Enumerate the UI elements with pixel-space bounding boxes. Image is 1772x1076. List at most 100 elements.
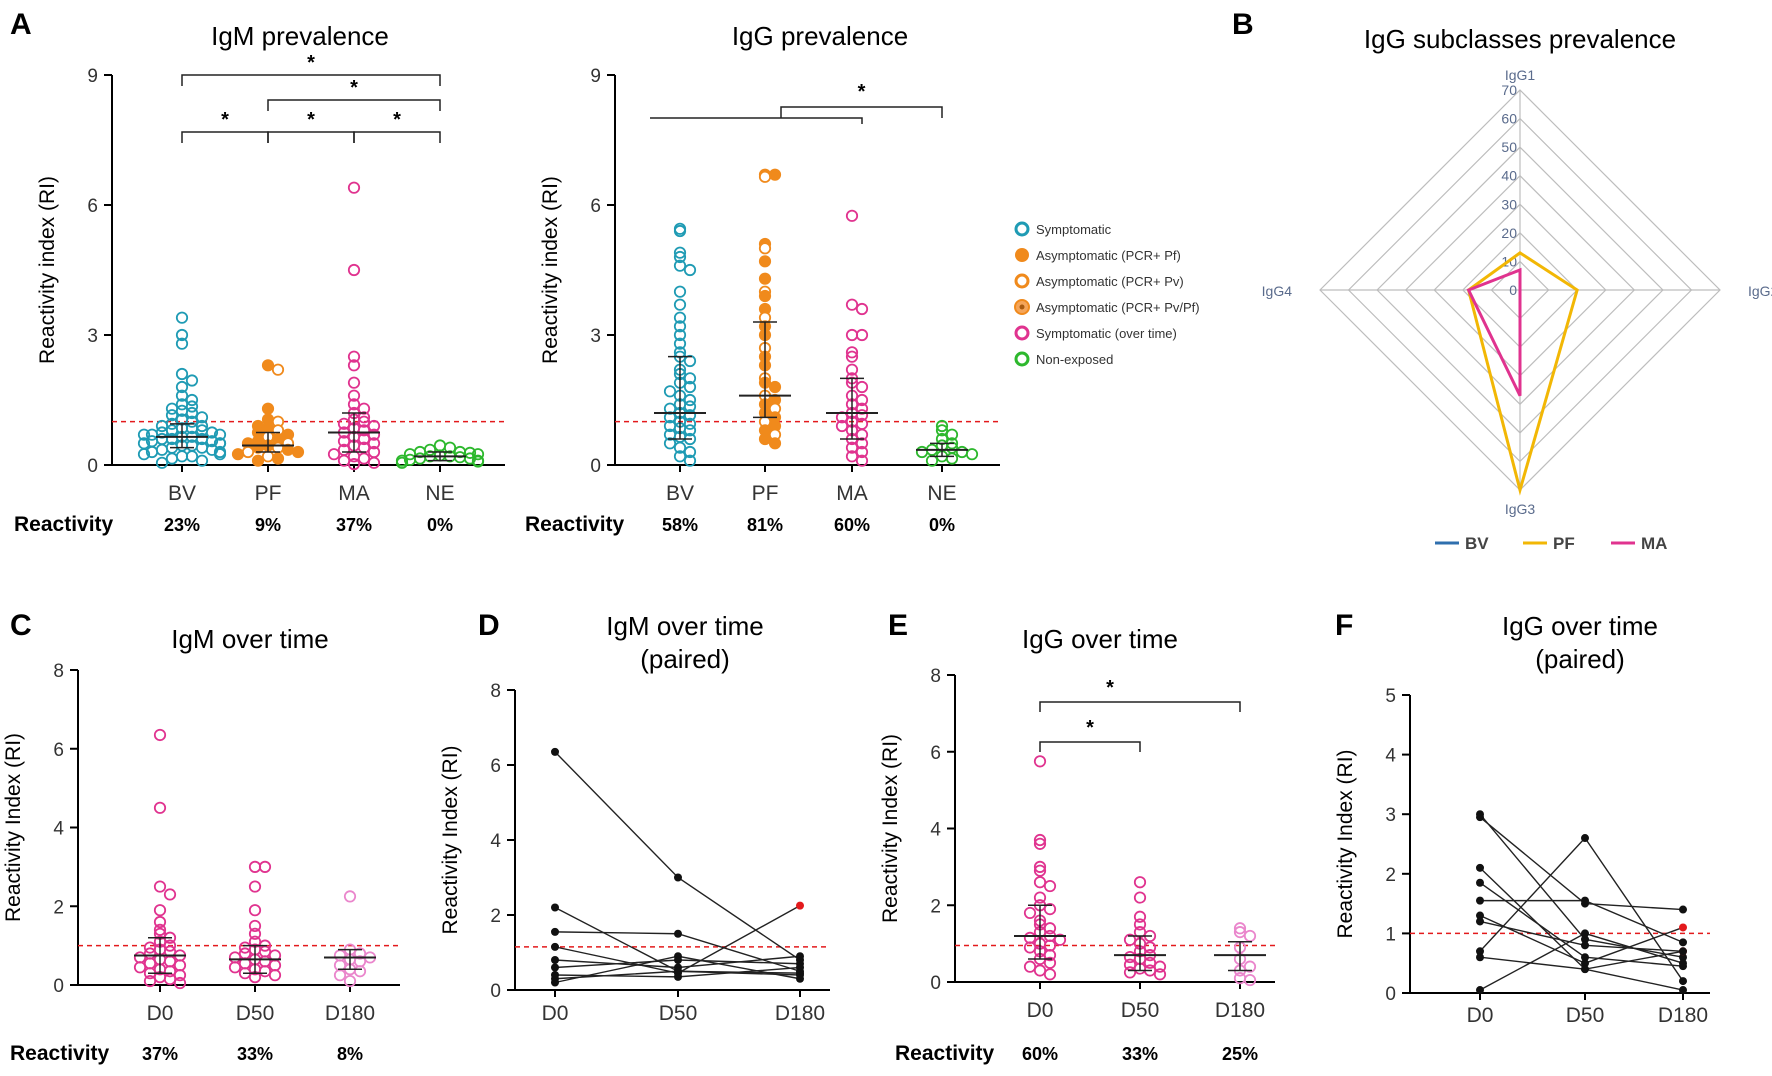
legend-marker-dot	[1019, 304, 1025, 310]
igg-prevalence-point-bv	[673, 285, 687, 298]
igg-prevalence-significance-bracket	[780, 106, 943, 118]
igm-prevalence-ylabel: Reactivity index (RI)	[36, 176, 59, 364]
igm-over-time-ytick-label: 6	[53, 740, 64, 761]
igg-prevalence-point-ma	[835, 419, 849, 433]
igg-prevalence-ytick-label: 3	[590, 326, 601, 347]
igg-over-time-point-d180	[1233, 926, 1247, 939]
igg-prevalence-point-ma	[855, 393, 869, 407]
igm-prevalence-point-pf	[271, 363, 285, 376]
igm-prevalence-significance-bracket	[267, 99, 441, 111]
igg-over-time-category-label: D180	[1215, 999, 1265, 1022]
igg-over-time-point-d180	[1233, 922, 1247, 935]
panel-label-a: A	[10, 8, 32, 41]
legend-label: Symptomatic	[1036, 222, 1112, 237]
igm-prevalence-point-bv	[175, 450, 189, 463]
igg-over-time-ylabel: Reactivity Index (RI)	[879, 734, 902, 923]
legend-marker	[1014, 221, 1030, 237]
igm-over-time-paired-subject-point	[674, 929, 682, 938]
igg-over-time-paired-subject-point	[1679, 947, 1687, 956]
igg-prevalence-point-bv	[663, 437, 677, 450]
igm-prevalence-point-ne	[395, 456, 409, 469]
igg-prevalence-ytick-label: 0	[590, 456, 601, 477]
igg-prevalence-point-bv	[683, 354, 697, 368]
igm-over-time-point-d180	[353, 965, 367, 978]
igg-over-time-point-d180	[1243, 973, 1257, 987]
igm-prevalence-point-bv	[185, 406, 199, 420]
igg-prevalence-point-ne	[915, 445, 929, 459]
igm-over-time-paired-subject-point	[551, 956, 559, 964]
igm-over-time-point-d0	[153, 801, 167, 814]
igm-prevalence-point-ne	[403, 448, 417, 461]
igg-prevalence-point-ne	[935, 419, 949, 433]
igm-prevalence-title: IgM prevalence	[211, 21, 389, 51]
igm-prevalence-point-ma	[347, 398, 361, 411]
igg-over-time-paired-subject-point	[1581, 929, 1589, 938]
igg-over-time-point-d50	[1133, 891, 1147, 904]
igg-over-time-category-label: D50	[1121, 999, 1160, 1022]
igg-over-time-paired-subject-point	[1581, 834, 1589, 843]
igg-over-time-paired-ytick-label: 0	[1385, 984, 1396, 1005]
igm-prevalence-point-bv	[145, 445, 159, 459]
igg-over-time-ytick-label: 2	[930, 896, 941, 917]
igm-prevalence-significance-star: *	[393, 109, 401, 131]
igm-prevalence-point-bv	[213, 428, 227, 441]
igg-over-time-point-d0	[1033, 876, 1047, 889]
igm-prevalence-point-ne	[413, 452, 427, 465]
igg-over-time-paired-ytick-label: 1	[1385, 924, 1396, 945]
igg-subclasses-radial-tick: 0	[1509, 282, 1517, 298]
igg-prevalence-point-ne	[945, 452, 959, 465]
igg-over-time-significance-bracket	[1039, 741, 1141, 752]
igg-over-time-paired-ytick-label: 3	[1385, 805, 1396, 826]
igm-prevalence-point-ma	[357, 402, 371, 415]
igm-prevalence-point-bv	[155, 443, 169, 456]
igg-prevalence-significance-star: *	[858, 81, 866, 103]
legend-marker	[1014, 273, 1030, 289]
igg-over-time-paired-subject-point	[1476, 878, 1484, 887]
igg-prevalence-point-bv	[673, 441, 687, 454]
igm-prevalence-significance-star: *	[350, 77, 358, 99]
reactivity-label-igg: Reactivity	[525, 513, 625, 536]
igg-over-time-paired-subject-point	[1679, 959, 1687, 968]
igm-over-time-point-d50	[258, 955, 272, 968]
igg-over-time-category-label: D0	[1027, 999, 1054, 1022]
igm-over-time-paired-category-label: D180	[775, 1002, 825, 1025]
igm-over-time-point-d0	[143, 974, 157, 988]
igm-prevalence-point-pf	[291, 445, 305, 459]
igg-subclasses-series-pf	[1466, 251, 1579, 496]
igg-prevalence-point-bv	[673, 298, 687, 311]
igm-prevalence-point-bv	[185, 450, 199, 463]
panel-label-d: D	[478, 609, 500, 642]
igm-over-time-point-d0	[153, 904, 167, 917]
igg-prevalence-point-bv	[683, 263, 697, 277]
igm-prevalence-point-bv	[155, 432, 169, 446]
igg-subclasses-axis-label: IgG3	[1505, 501, 1536, 517]
igm-prevalence-point-ma	[367, 419, 381, 433]
igg-over-time-point-d0	[1043, 879, 1057, 893]
igg-subclasses-radial-tick: 60	[1501, 111, 1517, 127]
igm-over-time-paired-subject-point	[796, 969, 804, 978]
igm-over-time-point-d50	[268, 969, 282, 982]
igm-prevalence-point-bv	[205, 435, 219, 448]
igg-prevalence-point-ma	[845, 346, 859, 359]
igm-over-time-paired-ytick-label: 4	[490, 831, 501, 852]
igg-subclasses-legend-label: BV	[1465, 534, 1489, 553]
igg-prevalence-point-pf	[758, 255, 772, 268]
igg-over-time-point-d50	[1133, 910, 1147, 923]
igg-prevalence-point-bv	[673, 246, 687, 259]
igg-prevalence-point-ne	[945, 428, 959, 441]
legend-marker	[1014, 351, 1030, 367]
igg-prevalence-point-pf	[758, 289, 772, 303]
igm-prevalence-point-bv	[165, 452, 179, 465]
igm-over-time-paired-ylabel: Reactivity Index (RI)	[439, 745, 462, 934]
igm-over-time-paired-subject-point	[551, 978, 559, 987]
igg-over-time-point-d0	[1033, 891, 1047, 904]
igg-prevalence-point-ma	[855, 445, 869, 459]
igg-over-time-point-d0	[1023, 960, 1037, 973]
igm-over-time-paired-subject-point	[674, 873, 682, 882]
legend-label: Asymptomatic (PCR+ Pv/Pf)	[1036, 300, 1200, 315]
igg-over-time-paired-subject-point	[1679, 923, 1687, 932]
igm-over-time-point-d50	[268, 959, 282, 972]
igg-prevalence-point-bv	[673, 337, 687, 350]
igm-over-time-point-d0	[173, 976, 187, 990]
igg-over-time-point-d180	[1243, 929, 1257, 943]
